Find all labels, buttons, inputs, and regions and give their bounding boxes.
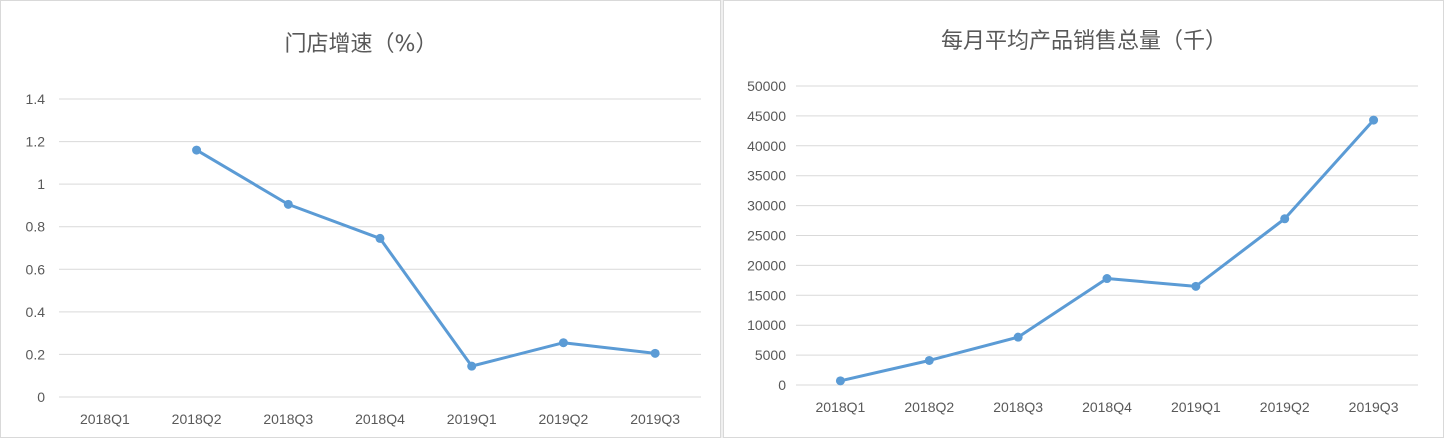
x-tick-label: 2018Q4 xyxy=(355,411,405,427)
y-tick-label: 1.4 xyxy=(26,91,46,107)
y-tick-label: 10000 xyxy=(747,317,786,333)
data-point xyxy=(924,355,934,365)
data-point xyxy=(835,376,845,386)
data-point xyxy=(1280,214,1290,224)
y-tick-label: 30000 xyxy=(747,198,786,214)
y-tick-label: 1 xyxy=(37,176,45,192)
data-point xyxy=(1369,115,1379,125)
y-tick-label: 0 xyxy=(37,389,45,405)
x-tick-label: 2018Q2 xyxy=(904,399,954,415)
x-tick-label: 2019Q1 xyxy=(1171,399,1221,415)
data-point xyxy=(1102,274,1112,284)
x-tick-label: 2019Q3 xyxy=(630,411,680,427)
data-point xyxy=(650,348,660,358)
y-tick-label: 0.6 xyxy=(26,261,46,277)
monthly-sales-chart-panel: 每月平均产品销售总量（千） 0 5000 10000 15000 20000 25000 30… xyxy=(723,0,1444,438)
chart-title: 门店增速（%） xyxy=(285,32,438,57)
x-tick-label: 2019Q3 xyxy=(1349,399,1399,415)
y-tick-label: 0 xyxy=(778,377,786,393)
y-tick-label: 25000 xyxy=(747,228,786,244)
y-tick-label: 0.4 xyxy=(26,304,46,320)
x-tick-label: 2018Q1 xyxy=(80,411,130,427)
x-tick-label: 2018Q1 xyxy=(816,399,866,415)
monthly-sales-chart: 每月平均产品销售总量（千） 0 5000 10000 15000 20000 25000 30… xyxy=(747,29,1418,415)
y-tick-label: 5000 xyxy=(755,347,786,363)
series-line xyxy=(195,148,657,368)
y-tick-label: 40000 xyxy=(747,138,786,154)
x-tick-label: 2019Q1 xyxy=(447,411,497,427)
data-point xyxy=(283,199,293,209)
x-tick-label: 2019Q2 xyxy=(539,411,589,427)
store-growth-chart-panel: 门店增速（%） 0 0.2 0.4 0.6 0.8 1 1.2 1.4 2018Q1 2018Q2 2… xyxy=(0,0,721,438)
x-tick-label: 2018Q3 xyxy=(263,411,313,427)
x-tick-label: 2019Q2 xyxy=(1260,399,1310,415)
data-point xyxy=(375,233,385,243)
data-point xyxy=(1191,281,1201,291)
y-tick-label: 20000 xyxy=(747,257,786,273)
x-tick-label: 2018Q2 xyxy=(172,411,222,427)
data-point xyxy=(558,338,568,348)
data-point xyxy=(1013,332,1023,342)
chart-title: 每月平均产品销售总量（千） xyxy=(941,29,1227,54)
series-line xyxy=(838,118,1376,383)
y-tick-label: 35000 xyxy=(747,168,786,184)
x-tick-label: 2018Q4 xyxy=(1082,399,1132,415)
y-tick-label: 0.2 xyxy=(26,346,46,362)
store-growth-chart: 门店增速（%） 0 0.2 0.4 0.6 0.8 1 1.2 1.4 2018Q1 2018Q2 2… xyxy=(26,32,701,427)
y-tick-label: 1.2 xyxy=(26,134,46,150)
y-tick-label: 0.8 xyxy=(26,219,46,235)
data-point xyxy=(192,145,202,155)
data-point xyxy=(467,361,477,371)
x-tick-label: 2018Q3 xyxy=(993,399,1043,415)
y-tick-label: 45000 xyxy=(747,108,786,124)
y-tick-label: 15000 xyxy=(747,287,786,303)
y-tick-label: 50000 xyxy=(747,78,786,94)
